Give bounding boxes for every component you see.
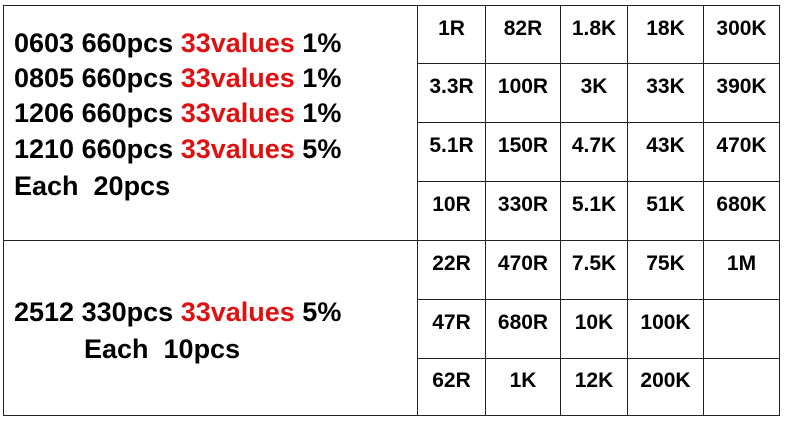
space: [74, 63, 82, 93]
value-cell: 47R: [417, 299, 486, 359]
value-cell: 200K: [627, 358, 704, 416]
spec-qty: 660pcs: [81, 98, 174, 128]
spec-values: 33values: [180, 297, 295, 327]
value-cell: 10R: [417, 181, 486, 241]
value-cell: 75K: [627, 240, 704, 300]
spec-qty: 660pcs: [81, 63, 174, 93]
value-cell: 100R: [485, 63, 561, 123]
spec-line: 1210 660pcs 33values 5%: [14, 136, 341, 163]
value-cell: 390K: [703, 63, 780, 123]
value-cell: [703, 358, 780, 416]
spec-qty: 330pcs: [81, 297, 174, 327]
spec-tolerance: 5%: [302, 297, 342, 327]
value-cell: 470R: [485, 240, 561, 300]
value-cell: 22R: [417, 240, 486, 300]
value-cell: 10K: [560, 299, 628, 359]
spec-tolerance: 1%: [302, 98, 342, 128]
spec-line: 2512 330pcs 33values 5%: [14, 299, 341, 326]
spec-tolerance: 1%: [302, 63, 342, 93]
spec-cell: 0603 660pcs 33values 1% 0805 660pcs 33val…: [3, 5, 418, 241]
each-note: Each 10pcs: [84, 334, 241, 364]
spec-values: 33values: [180, 98, 295, 128]
spec-values: 33values: [180, 63, 295, 93]
spec-line: 0603 660pcs 33values 1%: [14, 30, 341, 57]
space: [173, 63, 181, 93]
value-cell: 680K: [703, 181, 780, 241]
value-cell: 3K: [560, 63, 628, 123]
spec-tolerance: 1%: [302, 28, 342, 58]
value-cell: [703, 299, 780, 359]
value-cell: 3.3R: [417, 63, 486, 123]
value-cell: 5.1K: [560, 181, 628, 241]
spec-qty: 660pcs: [81, 28, 174, 58]
value-cell: 1R: [417, 5, 486, 64]
value-cell: 300K: [703, 5, 780, 64]
value-cell: 1.8K: [560, 5, 628, 64]
spec-values: 33values: [180, 134, 295, 164]
value-cell: 100K: [627, 299, 704, 359]
spec-size: 1210: [14, 134, 75, 164]
value-cell: 470K: [703, 122, 780, 182]
space: [74, 134, 82, 164]
value-cell: 62R: [417, 358, 486, 416]
value-cell: 82R: [485, 5, 561, 64]
value-cell: 51K: [627, 181, 704, 241]
spec-size: 0603: [14, 28, 75, 58]
space: [74, 98, 82, 128]
value-cell: 5.1R: [417, 122, 486, 182]
spec-size: 2512: [14, 297, 75, 327]
space: [74, 28, 82, 58]
space: [173, 134, 181, 164]
value-cell: 18K: [627, 5, 704, 64]
spec-values: 33values: [180, 28, 295, 58]
space: [173, 28, 181, 58]
spec-cell: 2512 330pcs 33values 5% Each 10pcs: [3, 240, 418, 416]
value-cell: 150R: [485, 122, 561, 182]
space: [173, 98, 181, 128]
value-cell: 43K: [627, 122, 704, 182]
spec-tolerance: 5%: [302, 134, 342, 164]
spec-size: 1206: [14, 98, 75, 128]
space: [74, 297, 82, 327]
spec-line: 0805 660pcs 33values 1%: [14, 65, 341, 92]
spec-line: 1206 660pcs 33values 1%: [14, 100, 341, 127]
each-note: Each 20pcs: [14, 171, 171, 201]
value-cell: 33K: [627, 63, 704, 123]
space: [173, 297, 181, 327]
value-cell: 7.5K: [560, 240, 628, 300]
value-cell: 1K: [485, 358, 561, 416]
spec-size: 0805: [14, 63, 75, 93]
value-cell: 680R: [485, 299, 561, 359]
value-cell: 12K: [560, 358, 628, 416]
value-cell: 1M: [703, 240, 780, 300]
value-cell: 330R: [485, 181, 561, 241]
spec-qty: 660pcs: [81, 134, 174, 164]
value-cell: 4.7K: [560, 122, 628, 182]
